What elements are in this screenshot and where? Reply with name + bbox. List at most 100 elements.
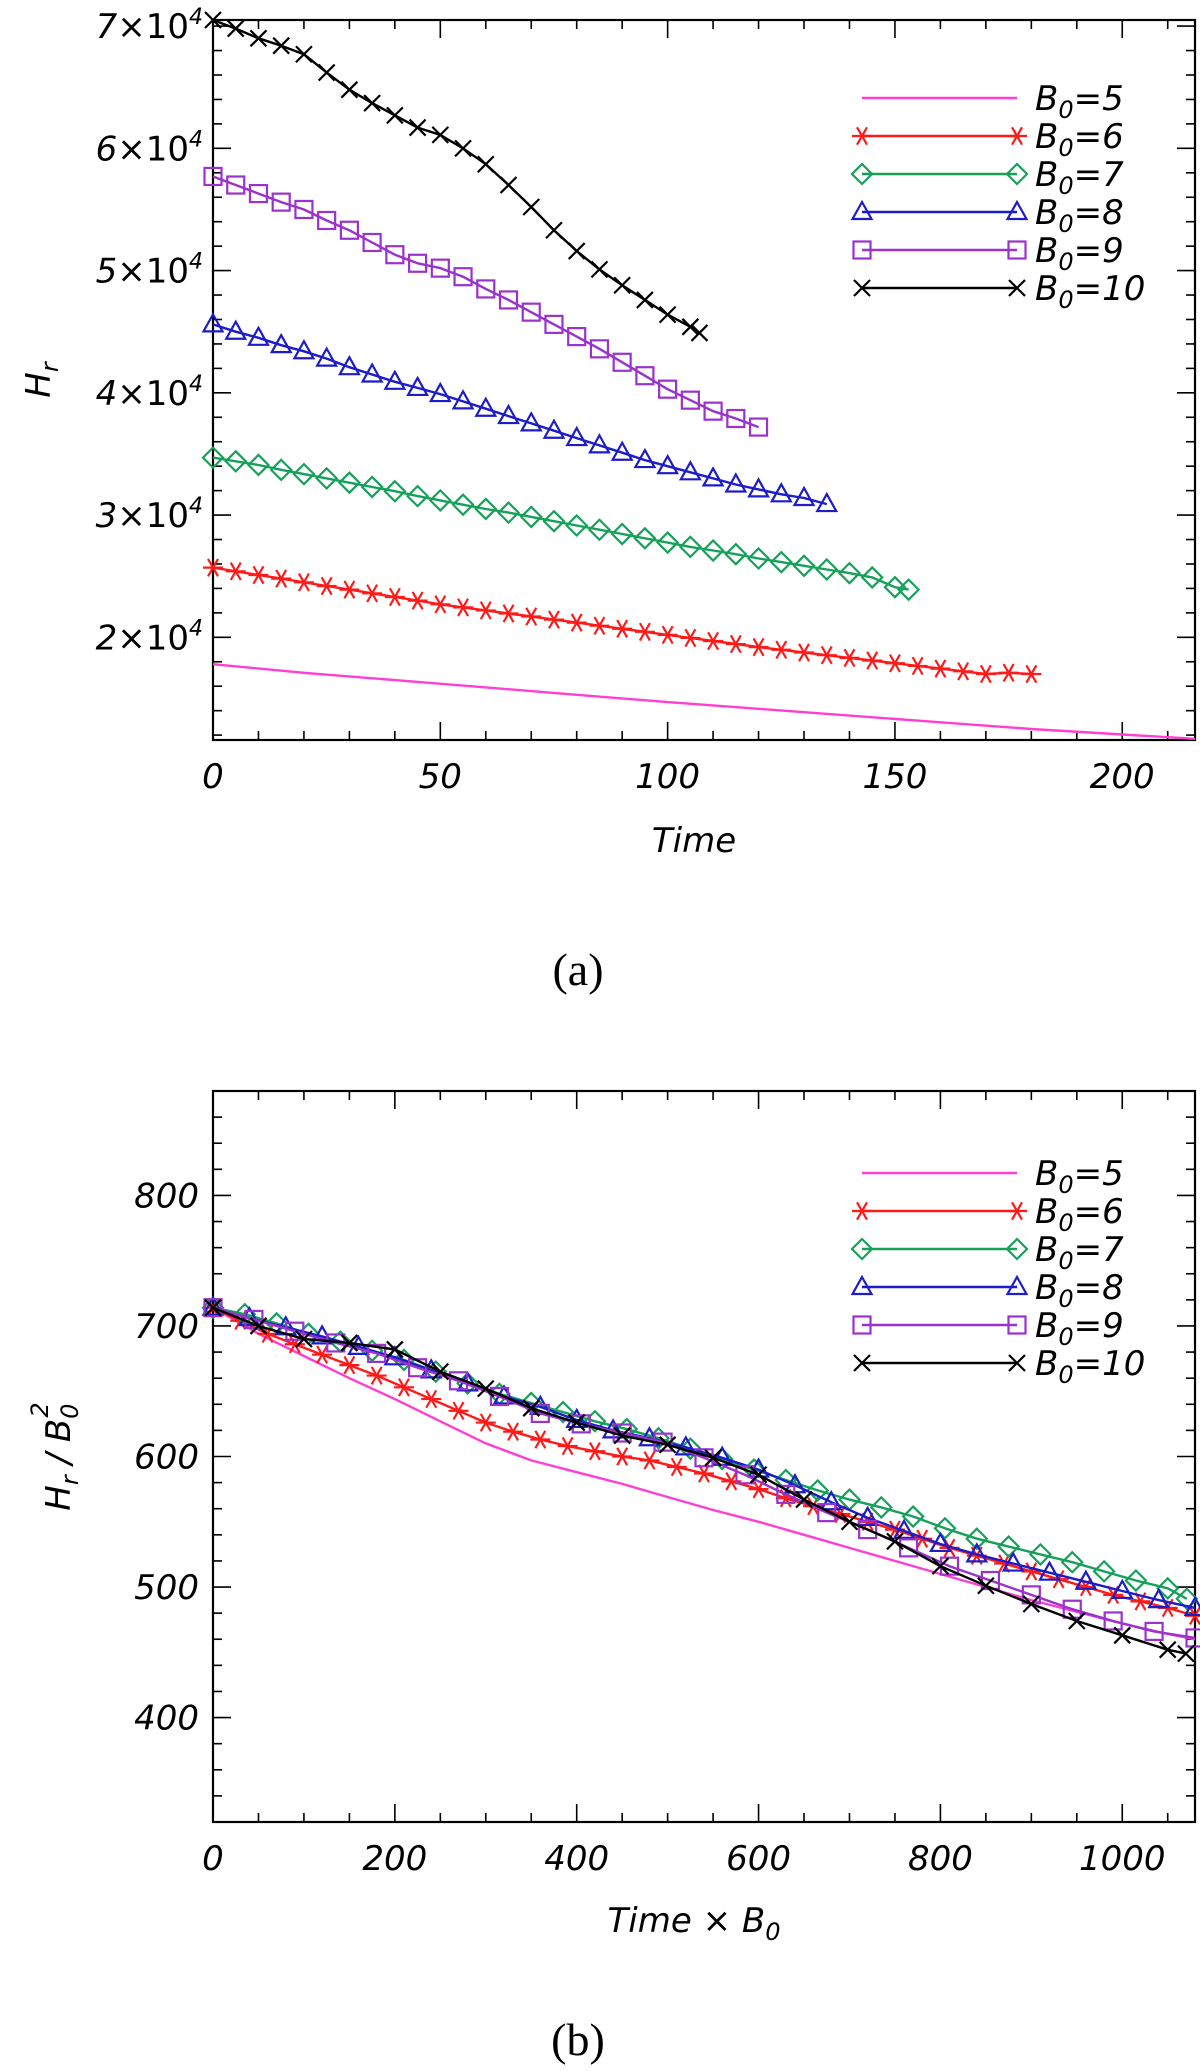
data-point (815, 557, 839, 582)
data-point (225, 562, 246, 581)
data-point (339, 1355, 360, 1375)
data-point (567, 327, 587, 347)
data-point (475, 1413, 496, 1432)
data-point (565, 425, 589, 447)
data-point (362, 232, 382, 253)
data-point (363, 94, 381, 112)
data-point (407, 591, 428, 610)
data-point (383, 369, 407, 390)
legend-marker (1005, 199, 1029, 221)
data-point (886, 1532, 904, 1551)
data-point (792, 485, 816, 507)
data-point (1113, 1626, 1132, 1645)
data-point (884, 653, 905, 673)
data-point (366, 1366, 387, 1385)
data-point (203, 166, 223, 187)
data-point (431, 1362, 450, 1381)
data-point (612, 1447, 633, 1466)
data-point (1110, 1578, 1134, 1600)
data-point (385, 245, 405, 265)
panel-b-chart: 0 200 400 600 800 1000 400 500 600 700 800 Time × B… (26, 1089, 1200, 2065)
series-b0-5 (212, 1306, 1196, 1641)
data-point (794, 643, 815, 662)
legend-marker (852, 1315, 872, 1335)
data-point (612, 619, 633, 639)
data-point (816, 645, 837, 665)
series-line (212, 663, 1196, 740)
data-point (269, 458, 293, 482)
data-point (587, 518, 611, 542)
legend-label: B0=10 (1035, 269, 1145, 314)
series-line (212, 323, 828, 506)
data-point (748, 637, 769, 657)
x-tick-label: 0 (202, 1839, 224, 1879)
data-point (203, 1298, 223, 1318)
data-point (771, 640, 792, 660)
axis-ticks (212, 1090, 1195, 1823)
data-point (588, 433, 611, 454)
data-point (901, 1504, 925, 1529)
data-point (340, 1334, 359, 1352)
data-point (285, 1321, 305, 1341)
data-point (965, 1527, 989, 1551)
legend-entry: B0=6 (852, 1192, 1124, 1237)
data-point (907, 656, 928, 676)
data-point (315, 466, 339, 490)
data-point (428, 488, 452, 512)
legend-marker (1007, 1201, 1027, 1221)
data-point (678, 460, 702, 481)
legend-label: B0=8 (1035, 1268, 1124, 1313)
data-point (545, 221, 563, 240)
legend-label: B0=5 (1035, 1154, 1124, 1199)
data-point (340, 80, 359, 99)
data-point (565, 513, 589, 538)
data-point (584, 1442, 605, 1461)
data-point (1021, 664, 1042, 684)
data-point (839, 648, 860, 668)
legend-label: B0=8 (1035, 193, 1124, 238)
data-point (519, 505, 543, 529)
data-point (551, 1400, 575, 1424)
y-axis-title: Hr (19, 360, 64, 398)
data-point (721, 1472, 742, 1491)
data-point (748, 417, 769, 437)
data-point (892, 1518, 916, 1540)
data-point (747, 546, 771, 571)
data-point (636, 291, 654, 309)
data-point (204, 1298, 222, 1317)
legend-label: B0=9 (1035, 1306, 1124, 1351)
y-axis-title: Hr / B02 (26, 1402, 84, 1510)
data-point (386, 1340, 404, 1359)
data-point (929, 1531, 952, 1553)
data-point (817, 1503, 837, 1523)
x-tick-label: 600 (726, 1839, 791, 1879)
data-point (271, 569, 292, 588)
series-line (212, 456, 909, 591)
legend: B0=5B0=6B0=7B0=8B0=9B0=10 (850, 79, 1145, 314)
data-point (249, 1317, 268, 1335)
data-point (476, 279, 496, 299)
data-point (248, 183, 269, 204)
data-point (1144, 1621, 1164, 1642)
data-point (474, 396, 498, 417)
data-point (1060, 1550, 1084, 1574)
data-point (1021, 1562, 1042, 1581)
data-point (497, 403, 520, 425)
data-point (451, 389, 475, 410)
data-point (499, 176, 518, 194)
data-point (431, 126, 450, 144)
legend-entry: B0=7 (850, 155, 1124, 200)
data-point (646, 1426, 671, 1450)
legend-marker (850, 1274, 874, 1296)
legend-marker (850, 1237, 874, 1261)
legend-marker (853, 279, 871, 297)
data-point (428, 381, 452, 403)
legend-marker (1008, 279, 1026, 297)
legend-entry: B0=5 (862, 79, 1124, 124)
y-tick-label: 800 (134, 1176, 199, 1216)
legend-marker (1005, 1237, 1029, 1261)
legend-marker (1005, 1274, 1029, 1296)
data-point (769, 550, 793, 574)
data-point (247, 325, 270, 346)
data-point (965, 1542, 989, 1563)
